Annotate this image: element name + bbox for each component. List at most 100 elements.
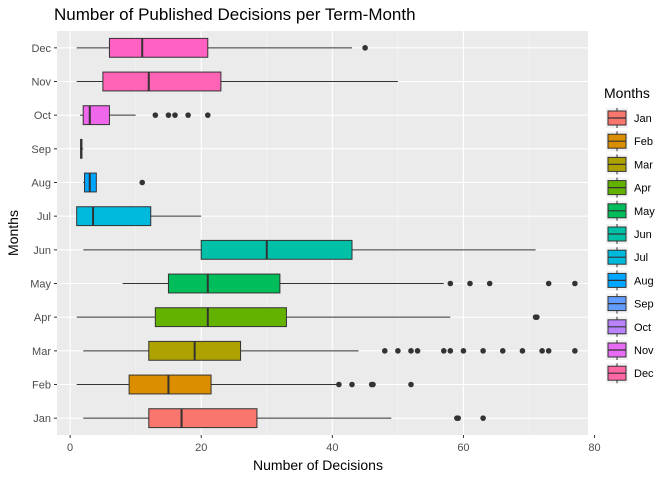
y-tick-label: May	[30, 279, 51, 291]
y-tick-label: Feb	[32, 380, 51, 392]
outlier-point	[519, 348, 526, 354]
legend-label: Oct	[634, 322, 651, 334]
x-axis-ticks: 0 20 40 60 80	[67, 435, 601, 454]
legend-item-oct: Oct	[606, 316, 651, 337]
chart-title: Number of Published Decisions per Term-M…	[54, 5, 416, 24]
y-tick-label: Jun	[33, 245, 51, 257]
outlier-point	[499, 348, 506, 354]
outlier-point	[395, 348, 401, 354]
box-jul	[76, 206, 202, 227]
box-iqr	[200, 239, 353, 260]
outlier-point	[467, 280, 473, 287]
box-dec	[76, 37, 368, 58]
legend-label: Jul	[634, 252, 648, 264]
x-tick-label: 20	[195, 442, 207, 454]
outlier-point	[545, 280, 552, 287]
box-iqr	[108, 37, 209, 58]
box-sep	[79, 138, 84, 159]
outlier-point	[408, 348, 414, 354]
x-tick-label: 40	[326, 442, 338, 454]
outlier-point	[534, 314, 540, 320]
legend-item-nov: Nov	[606, 340, 654, 360]
outlier-point	[204, 112, 211, 118]
outlier-point	[152, 112, 159, 118]
legend-title: Months	[604, 85, 650, 101]
outlier-point	[381, 348, 388, 354]
box-aug	[83, 172, 146, 193]
outlier-point	[139, 179, 146, 186]
box-series	[76, 37, 578, 429]
legend-label: Mar	[634, 159, 653, 171]
legend-item-feb: Feb	[606, 131, 653, 152]
x-tick-label: 0	[67, 442, 73, 454]
legend-item-mar: Mar	[606, 154, 653, 175]
outlier-point	[172, 112, 178, 118]
box-apr	[76, 307, 540, 328]
box-jun	[83, 239, 536, 260]
y-tick-label: Nov	[31, 77, 51, 89]
outlier-point	[572, 280, 578, 287]
legend-item-jan: Jan	[606, 108, 652, 128]
outlier-point	[370, 381, 376, 388]
outlier-point	[408, 381, 414, 388]
x-axis-title: Number of Decisions	[253, 457, 383, 473]
y-tick-label: Jan	[33, 413, 51, 425]
y-axis-ticks: Jan Feb Mar Apr May Jun Jul Aug Sep Oct Nov Dec	[30, 43, 57, 425]
y-tick-label: Aug	[31, 178, 51, 190]
outlier-point	[349, 381, 355, 388]
box-iqr	[167, 273, 281, 294]
y-axis-title: Months	[5, 210, 21, 256]
box-iqr	[154, 307, 287, 328]
box-iqr	[102, 71, 222, 92]
legend-label: Jun	[634, 229, 652, 241]
outlier-point	[572, 348, 578, 354]
outlier-point	[460, 348, 467, 354]
box-iqr	[128, 374, 212, 395]
outlier-point	[455, 415, 462, 421]
box-iqr	[76, 206, 152, 227]
legend-label: Sep	[634, 299, 654, 311]
legend-label: Feb	[634, 136, 653, 148]
x-tick-label: 80	[588, 442, 600, 454]
box-mar	[83, 340, 578, 361]
box-iqr	[148, 408, 258, 429]
y-tick-label: Mar	[32, 346, 51, 358]
outlier-point	[414, 348, 421, 354]
y-tick-label: Sep	[31, 144, 51, 156]
y-tick-label: Jul	[37, 211, 51, 223]
outlier-point	[336, 381, 342, 388]
outlier-point	[165, 112, 172, 118]
legend-label: Apr	[634, 183, 651, 195]
outlier-point	[486, 280, 493, 287]
box-jan	[83, 408, 486, 429]
legend-item-dec: Dec	[606, 363, 654, 384]
outlier-point	[185, 112, 191, 118]
plot-panel	[57, 31, 588, 435]
outlier-point	[480, 348, 486, 354]
y-tick-label: Apr	[34, 312, 51, 324]
box-nov	[76, 71, 398, 92]
outlier-point	[447, 280, 454, 287]
legend-item-aug: Aug	[606, 270, 654, 291]
outlier-point	[362, 45, 368, 51]
legend-label: Jan	[634, 113, 652, 125]
y-tick-label: Oct	[34, 110, 51, 122]
legend-item-sep: Sep	[606, 293, 654, 314]
outlier-point	[440, 348, 447, 354]
outlier-point	[480, 415, 486, 421]
y-tick-label: Dec	[31, 43, 51, 55]
box-oct	[79, 105, 211, 126]
legend-item-apr: Apr	[606, 177, 651, 198]
outlier-point	[539, 348, 545, 354]
legend-item-jun: Jun	[606, 224, 652, 244]
box-iqr	[82, 105, 110, 126]
legend-item-may: May	[606, 200, 655, 221]
legend-label: Dec	[634, 368, 654, 380]
legend: Months Jan Feb Mar Apr May Jun Jul Aug Sep Oct Nov…	[604, 85, 655, 384]
legend-label: Aug	[634, 275, 654, 287]
box-may	[122, 273, 578, 294]
legend-item-jul: Jul	[606, 247, 648, 268]
x-tick-label: 60	[457, 442, 469, 454]
legend-label: Nov	[634, 345, 654, 357]
